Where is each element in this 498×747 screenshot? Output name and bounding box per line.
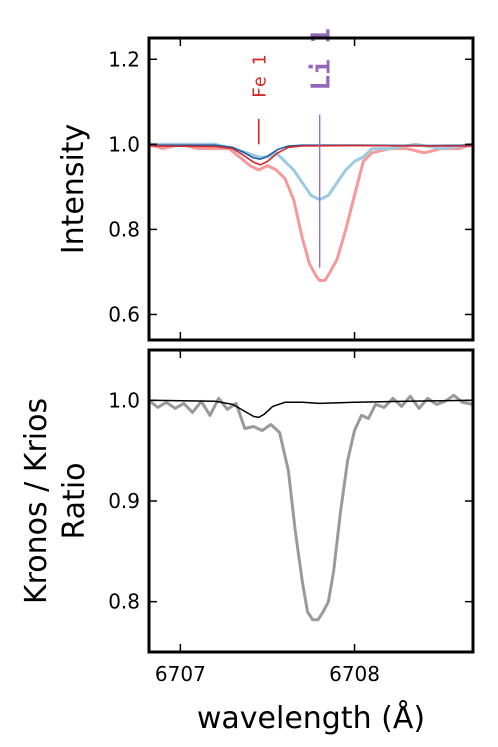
ratio-series-group: [149, 393, 473, 622]
x-axis-label: wavelength (Å): [197, 700, 425, 736]
intensity-y-ticks: 0.6 0.8 1.0 1.2: [108, 47, 473, 326]
intensity-ytick-label: 1.2: [108, 47, 140, 71]
intensity-plot-frame: [147, 36, 475, 342]
intensity-ytick-label: 1.0: [108, 132, 140, 156]
ratio-xtick-label: 6707: [155, 662, 206, 686]
ratio-panel: 0.8 0.9 1.0 6707 6708 Kronos / Krios Ratio w…: [19, 348, 475, 736]
ratio-plot-frame: [147, 348, 475, 654]
ratio-ytick-label: 0.8: [108, 590, 140, 614]
ratio-x-ticks: 6707 6708: [155, 350, 380, 686]
ratio-series-line-1: [149, 393, 473, 622]
annotation-label-fe-1: Fe 1: [250, 55, 271, 98]
ratio-y-ticks: 0.8 0.9 1.0: [108, 388, 473, 614]
intensity-series-group: [149, 142, 473, 282]
ratio-y-axis-label-line: Kronos / Krios: [19, 398, 54, 604]
ratio-y-axis-label: Kronos / Krios Ratio: [19, 398, 92, 604]
intensity-panel: Fe 1 Li 1 0.60.81.01.2 Intensity: [56, 28, 475, 342]
ratio-ytick-label: 0.9: [108, 489, 140, 513]
ratio-xtick-label: 6708: [329, 662, 380, 686]
intensity-series-line-4: [149, 144, 473, 166]
intensity-ytick-label: 0.6: [108, 302, 140, 326]
ratio-series-line-2: [149, 399, 473, 419]
intensity-y-axis-label: Intensity: [56, 124, 91, 255]
ratio-y-axis-label-line: Ratio: [57, 462, 92, 539]
intensity-ytick-label: 0.8: [108, 217, 140, 241]
ratio-ytick-label: 1.0: [108, 388, 140, 412]
